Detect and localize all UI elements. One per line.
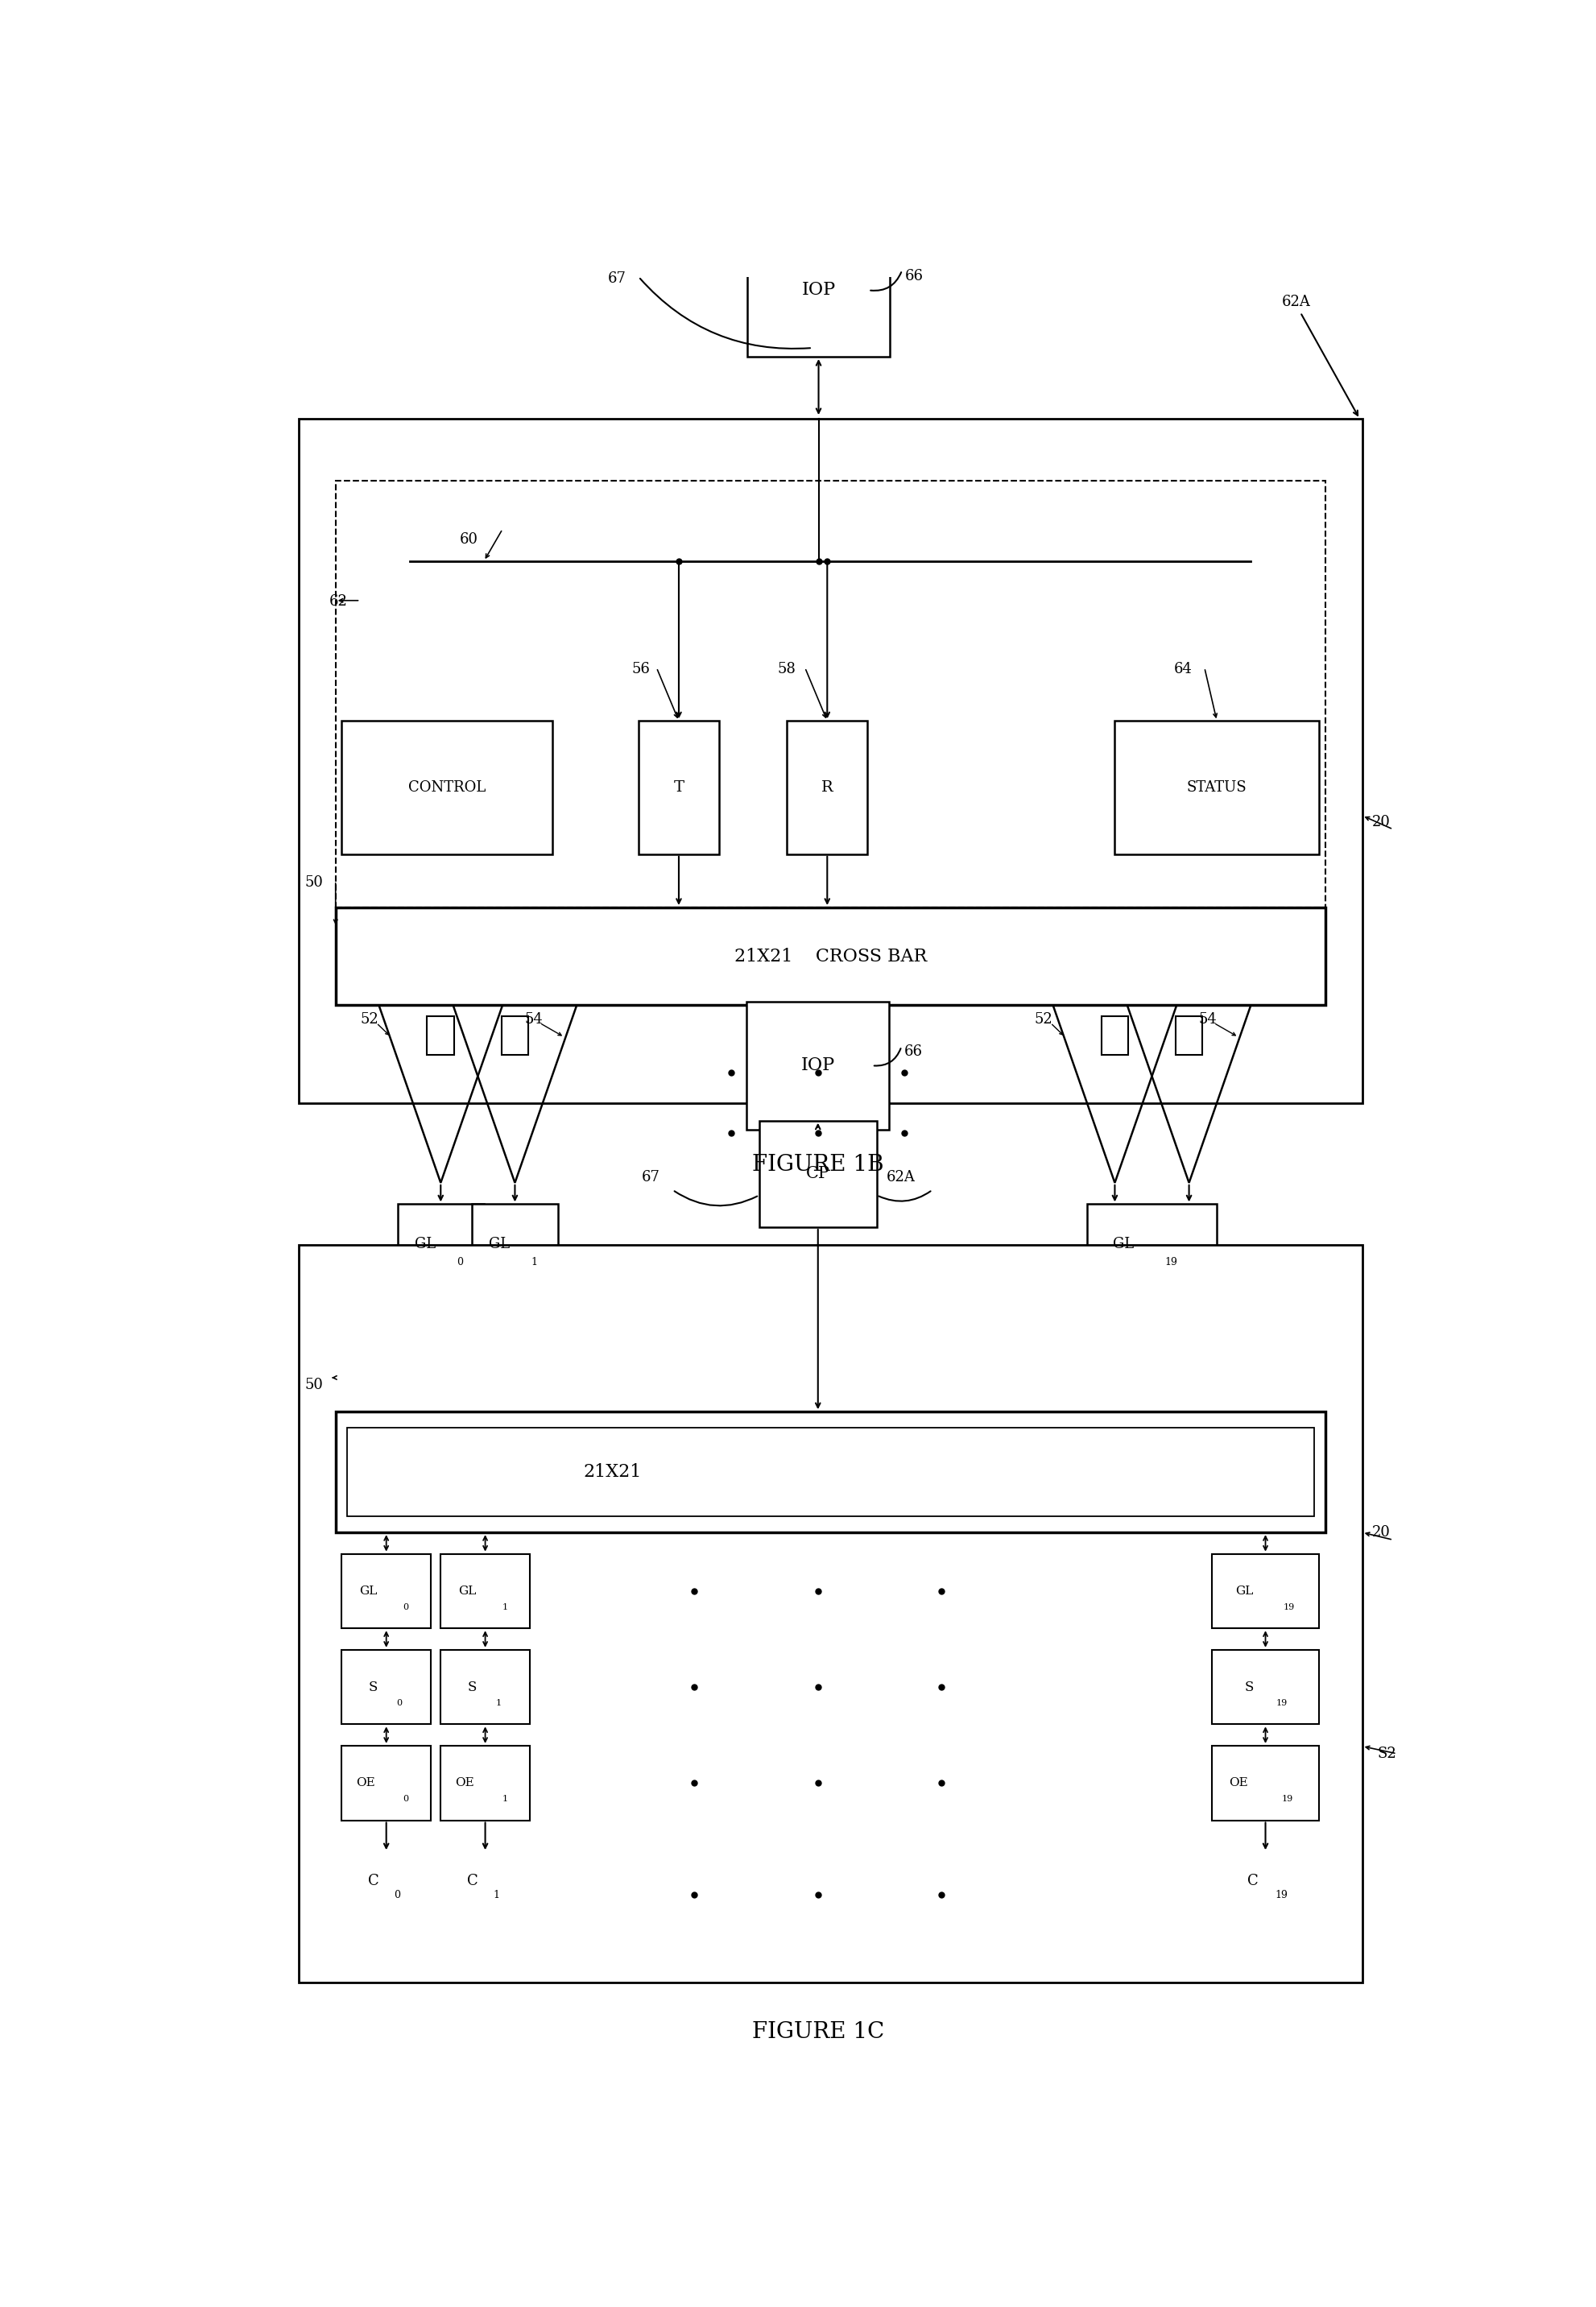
Text: GL: GL [488,1237,509,1250]
Text: 1: 1 [531,1257,538,1267]
Bar [342,1555,431,1629]
Text: 0: 0 [404,1603,409,1610]
Text: OE: OE [455,1776,474,1788]
Text: R: R [822,780,833,796]
Bar [1114,720,1318,854]
Bar [397,1204,484,1285]
Bar [472,1204,559,1285]
Text: 1: 1 [503,1603,508,1610]
Text: 64: 64 [1173,662,1192,676]
Text: 19: 19 [1283,1603,1294,1610]
Text: 54: 54 [525,1013,543,1027]
Text: 62: 62 [329,595,348,609]
Text: 21X21: 21X21 [584,1463,642,1481]
Bar [747,1001,889,1130]
Text: 20: 20 [1373,1525,1390,1539]
Text: STATUS: STATUS [1187,780,1246,796]
Text: GL: GL [1112,1237,1133,1250]
Text: 1: 1 [496,1698,501,1707]
Text: 0: 0 [397,1698,402,1707]
Text: 66: 66 [903,1045,922,1059]
Bar [440,1555,530,1629]
Text: GL: GL [359,1585,378,1596]
Bar [1175,1015,1203,1054]
Text: FIGURE 1B: FIGURE 1B [752,1154,884,1177]
Bar [747,224,889,358]
Text: IOP: IOP [801,281,836,300]
Bar [335,1412,1325,1532]
Text: S2: S2 [1377,1746,1396,1760]
Text: 52: 52 [361,1013,378,1027]
Text: 19: 19 [1275,1889,1288,1901]
Bar [440,1650,530,1723]
Text: S: S [468,1679,477,1693]
Text: FIGURE 1C: FIGURE 1C [752,2021,884,2042]
Bar [342,1650,431,1723]
Text: 54: 54 [1199,1013,1218,1027]
Text: 0: 0 [456,1257,463,1267]
Bar [298,1246,1361,1982]
Text: C: C [1248,1873,1259,1887]
Text: S: S [1245,1679,1254,1693]
Bar [428,1015,455,1054]
Text: 67: 67 [642,1170,661,1183]
Bar [638,720,718,854]
Text: 52: 52 [1034,1013,1053,1027]
Bar [1101,1015,1128,1054]
Bar [342,720,552,854]
Text: OE: OE [1229,1776,1248,1788]
Bar [501,1015,528,1054]
Text: 20: 20 [1373,814,1390,828]
Text: 62A: 62A [1282,295,1310,309]
Bar [342,1746,431,1820]
Bar [1211,1650,1318,1723]
Text: CP: CP [806,1167,830,1181]
Text: GL: GL [458,1585,477,1596]
Text: 50: 50 [305,1377,322,1393]
Text: 0: 0 [404,1795,409,1804]
Text: 1: 1 [493,1889,500,1901]
Text: 0: 0 [394,1889,401,1901]
Bar [760,1121,876,1227]
Bar [1087,1204,1216,1285]
Text: 66: 66 [905,270,922,284]
Text: 1: 1 [503,1795,508,1804]
Bar [787,720,868,854]
Text: C: C [369,1873,380,1887]
Text: 19: 19 [1165,1257,1178,1267]
Bar [1211,1555,1318,1629]
Bar [1211,1746,1318,1820]
Text: 56: 56 [632,662,650,676]
Text: 50: 50 [305,874,322,891]
Text: IOP: IOP [801,1057,835,1075]
Bar [346,1428,1314,1516]
Text: 19: 19 [1275,1698,1288,1707]
Bar [440,1746,530,1820]
Text: GL: GL [1235,1585,1253,1596]
Text: 21X21    CROSS BAR: 21X21 CROSS BAR [734,948,927,964]
Text: 19: 19 [1282,1795,1293,1804]
Text: GL: GL [415,1237,436,1250]
Text: 58: 58 [777,662,796,676]
Bar [335,907,1325,1006]
Text: OE: OE [356,1776,375,1788]
Bar [335,482,1325,907]
Text: C: C [468,1873,479,1887]
Text: 62A: 62A [887,1170,916,1183]
Text: T: T [674,780,685,796]
Text: CONTROL: CONTROL [409,780,485,796]
Text: S: S [369,1679,378,1693]
Text: 60: 60 [460,533,477,547]
Bar [298,420,1361,1103]
Text: 67: 67 [608,272,626,286]
